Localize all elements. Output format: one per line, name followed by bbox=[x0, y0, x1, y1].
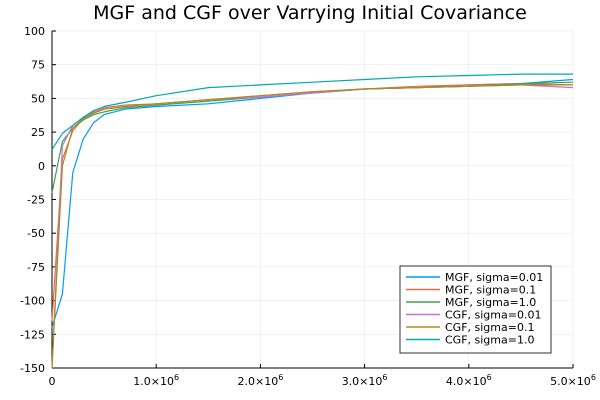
legend-label: CGF, sigma=0.01 bbox=[445, 309, 541, 322]
x-tick-label: 3.0×106 bbox=[342, 373, 388, 388]
y-tick-label: -150 bbox=[20, 362, 45, 375]
y-tick-label: 50 bbox=[31, 92, 45, 105]
x-tick-label: 4.0×106 bbox=[446, 373, 492, 388]
legend-box bbox=[399, 265, 552, 354]
series-line-6 bbox=[51, 73, 573, 150]
y-tick-label: 25 bbox=[31, 126, 45, 139]
y-tick-label: -50 bbox=[27, 227, 45, 240]
legend-label: MGF, sigma=1.0 bbox=[445, 296, 536, 309]
y-tick-label: -100 bbox=[20, 295, 45, 308]
y-tick-label: -75 bbox=[27, 261, 45, 274]
series-line-5 bbox=[51, 84, 573, 369]
x-tick-label: 1.0×106 bbox=[133, 373, 179, 388]
series-line-1 bbox=[51, 78, 574, 328]
x-tick-label: 5.0×106 bbox=[550, 373, 596, 388]
legend-label: CGF, sigma=1.0 bbox=[445, 334, 534, 347]
y-tick-label: 100 bbox=[24, 25, 45, 38]
tick-labels: 0 1.0×106 2.0×106 3.0×106 4.0×106 5.0×106 -150… bbox=[20, 25, 596, 388]
y-tick-label: 0 bbox=[38, 160, 45, 173]
chart-title: MGF and CGF over Varrying Initial Covari… bbox=[93, 2, 527, 24]
legend-label: MGF, sigma=0.01 bbox=[445, 271, 543, 284]
series-lines bbox=[51, 73, 574, 369]
legend-label: CGF, sigma=0.1 bbox=[445, 321, 534, 334]
y-tick-label: -25 bbox=[27, 194, 45, 207]
x-tick-label: 0 bbox=[49, 375, 56, 388]
y-tick-label: -125 bbox=[20, 328, 45, 341]
y-tick-label: 75 bbox=[31, 59, 45, 72]
x-tick-label: 2.0×106 bbox=[237, 373, 283, 388]
legend-label: MGF, sigma=0.1 bbox=[445, 284, 536, 297]
